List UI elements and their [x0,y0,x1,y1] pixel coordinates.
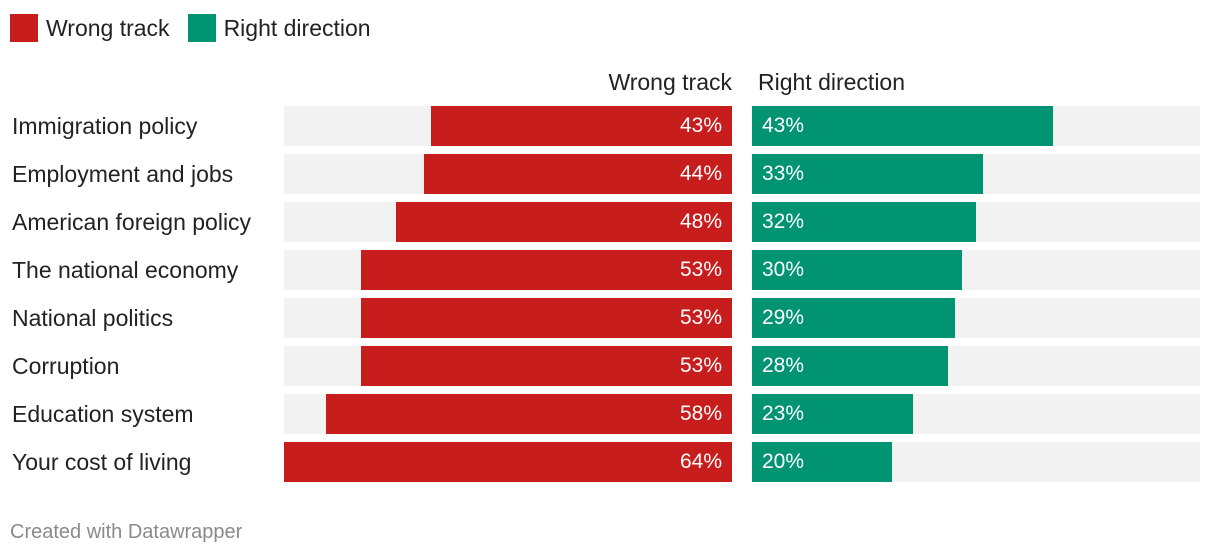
bar-track-right-direction: 28% [752,346,1200,386]
category-label: Corruption [12,353,120,379]
chart-row: American foreign policy 48% 32% [0,202,1220,242]
data-label-right-direction: 20% [762,450,805,473]
bar-track-wrong-track: 53% [284,250,732,290]
bar-track-right-direction: 23% [752,394,1200,434]
category-label: The national economy [12,257,239,283]
bar-right-direction: 30% [752,250,962,290]
category-label: Education system [12,401,194,427]
bar-track-right-direction: 32% [752,202,1200,242]
data-label-wrong-track: 53% [679,354,722,377]
bar-right-direction: 29% [752,298,955,338]
bar-wrong-track: 53% [361,250,732,290]
data-label-right-direction: 23% [762,402,805,425]
category-label: National politics [12,305,174,331]
bar-track-right-direction: 30% [752,250,1200,290]
bar-track-wrong-track: 58% [284,394,732,434]
data-label-wrong-track: 58% [679,402,722,425]
chart-row: Education system 58% 23% [0,394,1220,434]
bar-wrong-track: 43% [431,106,732,146]
data-label-wrong-track: 43% [679,114,722,137]
bar-wrong-track: 53% [361,346,732,386]
footer-credit: Created with Datawrapper [10,521,243,543]
data-label-right-direction: 43% [762,114,805,137]
chart-row: Corruption 53% 28% [0,346,1220,386]
bar-wrong-track: 58% [326,394,732,434]
data-label-wrong-track: 48% [679,210,722,233]
bar-right-direction: 20% [752,442,892,482]
bar-track-wrong-track: 53% [284,298,732,338]
category-label: Immigration policy [12,113,198,139]
data-label-wrong-track: 44% [679,162,722,185]
category-label: Your cost of living [12,449,192,475]
bar-track-right-direction: 29% [752,298,1200,338]
data-label-wrong-track: 53% [679,306,722,329]
chart-row: National politics 53% 29% [0,298,1220,338]
bar-track-wrong-track: 53% [284,346,732,386]
data-label-right-direction: 33% [762,162,805,185]
data-label-right-direction: 32% [762,210,805,233]
category-label: Employment and jobs [12,161,234,187]
chart-row: Employment and jobs 44% 33% [0,154,1220,194]
column-header-wrong-track: Wrong track [608,69,732,95]
data-label-right-direction: 30% [762,258,805,281]
bar-right-direction: 23% [752,394,913,434]
legend-label-wrong-track: Wrong track [46,14,170,41]
legend-swatch-right-direction [187,14,216,42]
bar-track-right-direction: 33% [752,154,1200,194]
chart-row: Your cost of living 64% 20% [0,442,1220,482]
bar-right-direction: 33% [752,154,983,194]
legend: Wrong track Right direction [10,12,389,44]
legend-item-right-direction: Right direction [187,14,371,42]
legend-swatch-wrong-track [10,14,38,42]
column-header-right-direction: Right direction [758,69,906,95]
data-label-right-direction: 29% [762,306,805,329]
bar-wrong-track: 64% [284,442,732,482]
bar-track-right-direction: 20% [752,442,1200,482]
category-label: American foreign policy [12,209,252,235]
bar-track-right-direction: 43% [752,106,1200,146]
bar-track-wrong-track: 43% [284,106,732,146]
bar-wrong-track: 53% [361,298,732,338]
chart-row: The national economy 53% 30% [0,250,1220,290]
bar-right-direction: 43% [752,106,1053,146]
bar-wrong-track: 44% [424,154,732,194]
bar-right-direction: 28% [752,346,948,386]
data-label-wrong-track: 53% [679,258,722,281]
legend-label-right-direction: Right direction [223,14,371,41]
data-label-right-direction: 28% [762,354,805,377]
data-label-wrong-track: 64% [679,450,722,473]
chart-row: Immigration policy 43% 43% [0,106,1220,146]
bar-wrong-track: 48% [396,202,732,242]
legend-item-wrong-track: Wrong track [10,14,170,42]
bar-track-wrong-track: 64% [284,442,732,482]
bar-right-direction: 32% [752,202,976,242]
bar-track-wrong-track: 44% [284,154,732,194]
bar-track-wrong-track: 48% [284,202,732,242]
